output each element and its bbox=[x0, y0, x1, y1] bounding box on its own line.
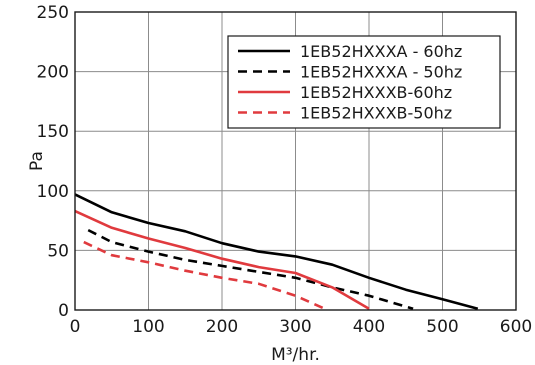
legend-label: 1EB52HXXXA - 50hz bbox=[300, 63, 462, 82]
y-tick-label: 150 bbox=[37, 122, 69, 142]
tick-labels: 0 100 200 300 400 500 600 0 50 100 150 200 250 bbox=[37, 3, 533, 337]
legend-label: 1EB52HXXXB-60hz bbox=[300, 83, 452, 102]
y-axis-title: Pa bbox=[27, 151, 47, 171]
y-tick-label: 50 bbox=[47, 241, 69, 261]
series-line-2 bbox=[87, 228, 414, 311]
x-tick-label: 0 bbox=[70, 317, 81, 337]
x-tick-label: 500 bbox=[426, 317, 458, 337]
plot-frame bbox=[74, 11, 517, 311]
series-line-3 bbox=[74, 209, 370, 310]
legend-label: 1EB52HXXXB-50hz bbox=[300, 104, 452, 123]
x-tick-label: 400 bbox=[353, 317, 385, 337]
y-tick-label: 200 bbox=[37, 63, 69, 83]
y-tick-label: 0 bbox=[58, 301, 69, 321]
x-tick-label: 100 bbox=[132, 317, 164, 337]
series-lines bbox=[74, 193, 479, 311]
x-tick-label: 300 bbox=[279, 317, 311, 337]
y-tick-label: 100 bbox=[37, 182, 69, 202]
y-tick-label: 250 bbox=[37, 3, 69, 23]
x-tick-label: 200 bbox=[206, 317, 238, 337]
x-axis-title: M³/hr. bbox=[271, 345, 320, 365]
x-tick-label: 600 bbox=[500, 317, 532, 337]
legend-label: 1EB52HXXXA - 60hz bbox=[300, 42, 462, 61]
series-line-4 bbox=[83, 240, 326, 310]
series-line-1 bbox=[74, 193, 479, 311]
